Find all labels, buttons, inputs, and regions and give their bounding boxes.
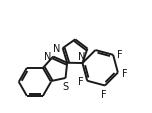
Text: F: F bbox=[102, 89, 107, 99]
Text: N: N bbox=[44, 51, 51, 61]
Text: F: F bbox=[117, 50, 123, 60]
Text: S: S bbox=[63, 81, 69, 91]
Text: N: N bbox=[78, 51, 85, 61]
Text: F: F bbox=[78, 76, 84, 86]
Text: N: N bbox=[53, 43, 60, 53]
Text: F: F bbox=[122, 68, 127, 78]
